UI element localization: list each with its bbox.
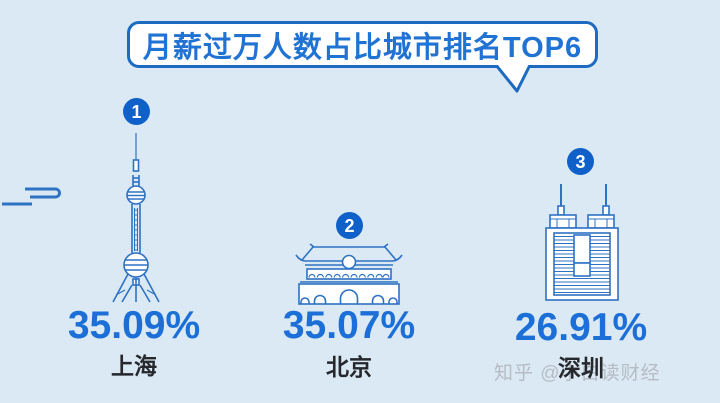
value-label-shanghai: 35.09%: [67, 304, 201, 347]
rank-badge-3: 3: [567, 148, 594, 175]
rank-badge-2: 2: [336, 212, 363, 239]
rank-number: 3: [575, 151, 586, 172]
title-bubble: 月薪过万人数占比城市排名TOP6: [127, 21, 598, 68]
watermark: 知乎 @小白读财经: [494, 363, 661, 384]
city-label-shenzhen: 深圳: [558, 355, 604, 381]
tiananmen-gate-icon: [293, 243, 405, 306]
page-title: 月薪过万人数占比城市排名TOP6: [142, 31, 583, 64]
rank-badge-1: 1: [123, 98, 150, 125]
wind-swirl-decoration: [2, 187, 61, 206]
value-label-shenzhen: 26.91%: [514, 306, 648, 349]
speech-bubble-tail: [494, 65, 532, 93]
city-label-shanghai: 上海: [111, 353, 157, 379]
twin-antenna-skyscraper-icon: [542, 182, 622, 304]
rank-number: 2: [344, 215, 355, 236]
value-label-beijing: 35.07%: [282, 304, 416, 347]
rank-number: 1: [131, 101, 142, 122]
oriental-pearl-tower-icon: [104, 131, 168, 305]
city-label-beijing: 北京: [326, 354, 372, 380]
